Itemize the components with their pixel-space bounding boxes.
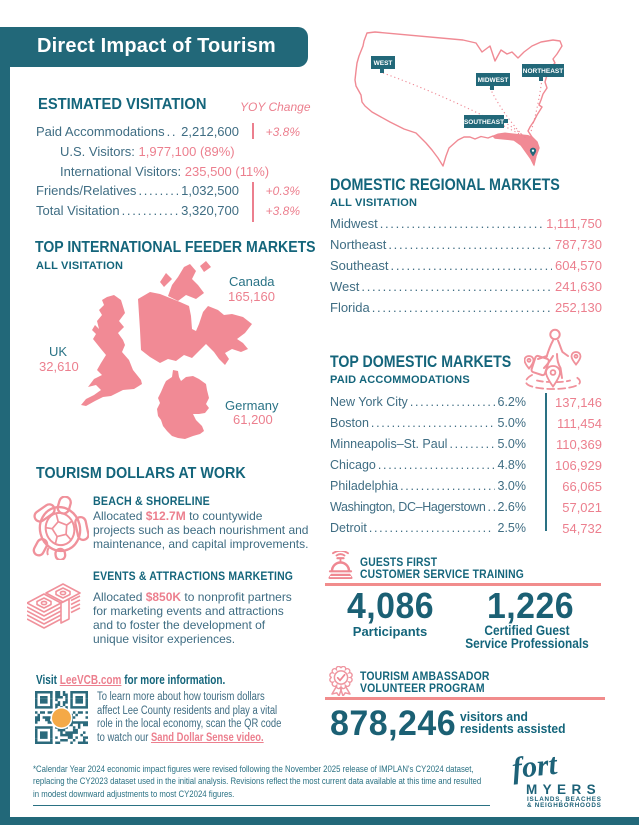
svg-text:NORTHEAST: NORTHEAST bbox=[523, 68, 563, 75]
svg-text:SOUTHEAST: SOUTHEAST bbox=[464, 119, 504, 126]
svg-text:MIDWEST: MIDWEST bbox=[478, 77, 509, 84]
svg-text:WEST: WEST bbox=[374, 60, 393, 67]
